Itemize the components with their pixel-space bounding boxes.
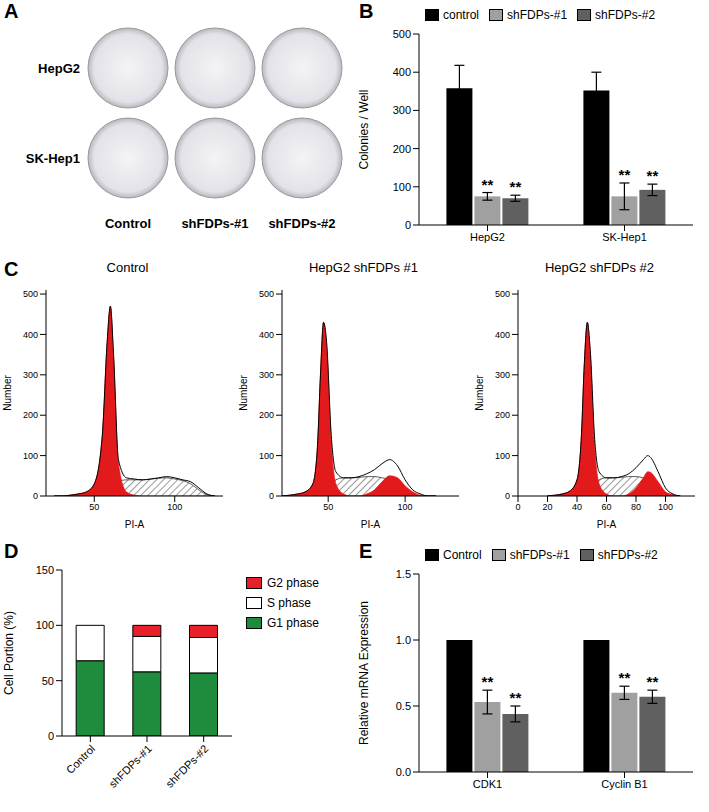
html-text:E: E xyxy=(359,540,373,562)
html-text:control: control xyxy=(443,8,479,22)
html-text:shFDPs-#2: shFDPs-#2 xyxy=(597,548,658,562)
svg-text:300: 300 xyxy=(23,370,38,380)
svg-text:400: 400 xyxy=(259,330,274,340)
svg-text:SK-Hep1: SK-Hep1 xyxy=(26,151,80,166)
svg-text:400: 400 xyxy=(23,330,38,340)
svg-text:500: 500 xyxy=(495,289,510,299)
svg-text:shFDPs-#2: shFDPs-#2 xyxy=(268,216,335,231)
svg-text:Number: Number xyxy=(238,375,249,411)
html-text:Control: Control xyxy=(443,548,482,562)
svg-text:**: ** xyxy=(482,673,494,690)
svg-text:0.0: 0.0 xyxy=(396,766,411,778)
svg-text:400: 400 xyxy=(393,66,411,78)
html-text:A: A xyxy=(4,0,19,22)
svg-text:200: 200 xyxy=(23,410,38,420)
svg-text:80: 80 xyxy=(631,502,641,512)
svg-text:200: 200 xyxy=(259,410,274,420)
svg-text:200: 200 xyxy=(495,410,510,420)
svg-text:PI-A: PI-A xyxy=(125,519,145,530)
svg-text:150: 150 xyxy=(36,564,54,576)
svg-text:HepG2: HepG2 xyxy=(470,231,505,243)
svg-text:SK-Hep1: SK-Hep1 xyxy=(602,231,647,243)
svg-text:0: 0 xyxy=(48,730,54,742)
svg-text:200: 200 xyxy=(393,143,411,155)
svg-text:Cyclin B1: Cyclin B1 xyxy=(601,778,647,790)
svg-text:100: 100 xyxy=(658,502,673,512)
svg-text:Relative mRNA Expression: Relative mRNA Expression xyxy=(357,601,371,745)
svg-text:300: 300 xyxy=(495,370,510,380)
html-text:shFDPs-#1: shFDPs-#1 xyxy=(509,548,570,562)
svg-text:Control: Control xyxy=(105,216,151,231)
svg-text:0: 0 xyxy=(505,491,510,501)
html-text:D: D xyxy=(4,540,19,562)
svg-text:**: ** xyxy=(510,689,522,706)
svg-text:100: 100 xyxy=(393,181,411,193)
svg-text:500: 500 xyxy=(23,289,38,299)
svg-text:PI-A: PI-A xyxy=(597,519,617,530)
svg-text:1.5: 1.5 xyxy=(396,568,411,580)
svg-text:Control: Control xyxy=(64,742,98,776)
svg-text:shFDPs-#2: shFDPs-#2 xyxy=(163,742,210,789)
html-text:G2 phase: G2 phase xyxy=(267,576,319,590)
svg-text:0: 0 xyxy=(405,219,411,231)
html-text:shFDPs-#1: shFDPs-#1 xyxy=(507,8,568,22)
html-text:Control: Control xyxy=(106,260,149,275)
svg-text:100: 100 xyxy=(167,502,182,512)
svg-text:500: 500 xyxy=(259,289,274,299)
svg-text:300: 300 xyxy=(393,104,411,116)
svg-text:0: 0 xyxy=(33,491,38,501)
svg-text:40: 40 xyxy=(572,502,582,512)
svg-text:400: 400 xyxy=(495,330,510,340)
svg-text:1.0: 1.0 xyxy=(396,634,411,646)
svg-text:100: 100 xyxy=(495,451,510,461)
svg-text:50: 50 xyxy=(323,502,333,512)
svg-text:HepG2: HepG2 xyxy=(38,61,80,76)
svg-text:0: 0 xyxy=(269,491,274,501)
html-text:S phase: S phase xyxy=(267,596,311,610)
svg-text:50: 50 xyxy=(89,502,99,512)
svg-text:60: 60 xyxy=(601,502,611,512)
svg-text:**: ** xyxy=(647,673,659,690)
svg-text:**: ** xyxy=(619,166,631,183)
svg-text:**: ** xyxy=(482,176,494,193)
svg-text:0.5: 0.5 xyxy=(396,700,411,712)
svg-text:300: 300 xyxy=(259,370,274,380)
svg-text:**: ** xyxy=(647,167,659,184)
svg-text:50: 50 xyxy=(42,675,54,687)
svg-text:0: 0 xyxy=(515,502,520,512)
svg-text:100: 100 xyxy=(259,451,274,461)
svg-text:20: 20 xyxy=(542,502,552,512)
html-text:B: B xyxy=(359,0,374,22)
svg-text:100: 100 xyxy=(398,502,413,512)
svg-text:100: 100 xyxy=(23,451,38,461)
svg-text:100: 100 xyxy=(36,619,54,631)
svg-text:shFDPs-#1: shFDPs-#1 xyxy=(181,216,248,231)
svg-text:**: ** xyxy=(619,669,631,686)
svg-text:Number: Number xyxy=(474,375,485,411)
html-text:C: C xyxy=(4,258,19,280)
svg-text:500: 500 xyxy=(393,28,411,40)
svg-text:PI-A: PI-A xyxy=(361,519,381,530)
html-text:G1 phase: G1 phase xyxy=(267,616,319,630)
html-text:HepG2 shFDPs #1: HepG2 shFDPs #1 xyxy=(308,260,418,275)
svg-text:Number: Number xyxy=(2,375,13,411)
svg-text:CDK1: CDK1 xyxy=(473,778,502,790)
html-text:HepG2 shFDPs #2: HepG2 shFDPs #2 xyxy=(544,260,654,275)
svg-text:Colonies / Well: Colonies / Well xyxy=(357,90,371,170)
svg-text:Cell Portion (%): Cell Portion (%) xyxy=(2,611,16,695)
svg-text:**: ** xyxy=(510,178,522,195)
svg-text:shFDPs-#1: shFDPs-#1 xyxy=(107,742,154,789)
html-text:shFDPs-#2: shFDPs-#2 xyxy=(595,8,656,22)
